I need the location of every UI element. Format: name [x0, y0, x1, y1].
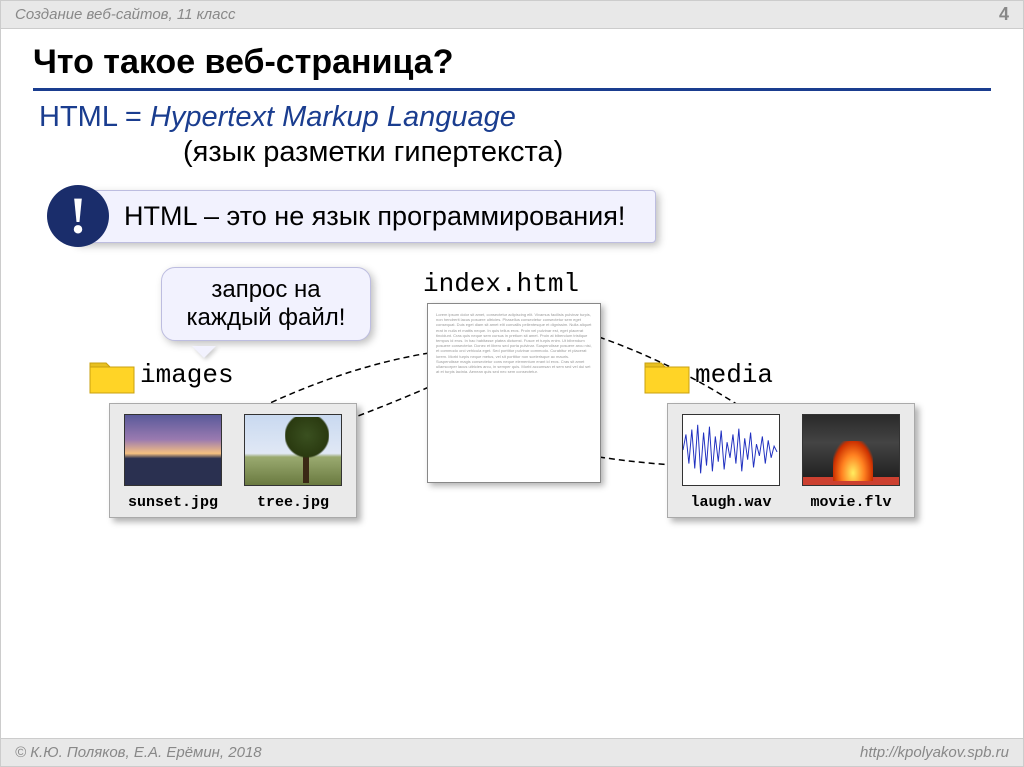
exclamation-icon: ! — [47, 185, 109, 247]
copyright: © К.Ю. Поляков, Е.А. Ерёмин, 2018 — [15, 744, 262, 761]
footer-url: http://kpolyakov.spb.ru — [860, 744, 1009, 761]
definition-row: HTML = Hypertext Markup Language — [39, 101, 991, 134]
sunset-label: sunset.jpg — [128, 494, 218, 511]
laugh-label: laugh.wav — [690, 494, 771, 511]
media-panel: laugh.wav movie.flv — [667, 403, 915, 518]
callout: ! HTML – это не язык программирования! — [47, 185, 991, 247]
callout-text: HTML – это не язык программирования! — [73, 190, 656, 243]
thumb-laugh: laugh.wav — [682, 414, 780, 511]
definition-translation: (язык разметки гипертекста) — [183, 136, 991, 169]
index-file-label: index.html — [423, 269, 579, 299]
sunset-image — [124, 414, 222, 486]
folder-label-images: images — [140, 360, 220, 390]
page-number: 4 — [999, 4, 1009, 25]
bubble-text: запрос на каждый файл! — [187, 276, 346, 331]
waveform-image — [682, 414, 780, 486]
course-label: Создание веб-сайтов, 11 класс — [15, 6, 235, 23]
folder-icon-images — [88, 357, 136, 395]
thumb-sunset: sunset.jpg — [124, 414, 222, 511]
speech-bubble: запрос на каждый файл! — [161, 267, 371, 341]
page-title: Что такое веб-страница? — [33, 43, 991, 91]
definition-expansion: Hypertext Markup Language — [150, 101, 516, 133]
folder-icon-media — [643, 357, 691, 395]
tree-image — [244, 414, 342, 486]
main-content: Что такое веб-страница? HTML = Hypertext… — [1, 29, 1023, 597]
footer-bar: © К.Ю. Поляков, Е.А. Ерёмин, 2018 http:/… — [1, 738, 1023, 766]
definition-abbr: HTML = — [39, 101, 150, 133]
diagram: запрос на каждый файл! index.html Lorem … — [33, 267, 993, 597]
document-icon: Lorem ipsum dolor sit amet, consectetur … — [427, 303, 601, 483]
thumb-tree: tree.jpg — [244, 414, 342, 511]
fire-image — [802, 414, 900, 486]
movie-label: movie.flv — [810, 494, 891, 511]
tree-label: tree.jpg — [257, 494, 329, 511]
header-bar: Создание веб-сайтов, 11 класс 4 — [1, 1, 1023, 29]
thumb-movie: movie.flv — [802, 414, 900, 511]
folder-label-media: media — [695, 360, 773, 390]
images-panel: sunset.jpg tree.jpg — [109, 403, 357, 518]
